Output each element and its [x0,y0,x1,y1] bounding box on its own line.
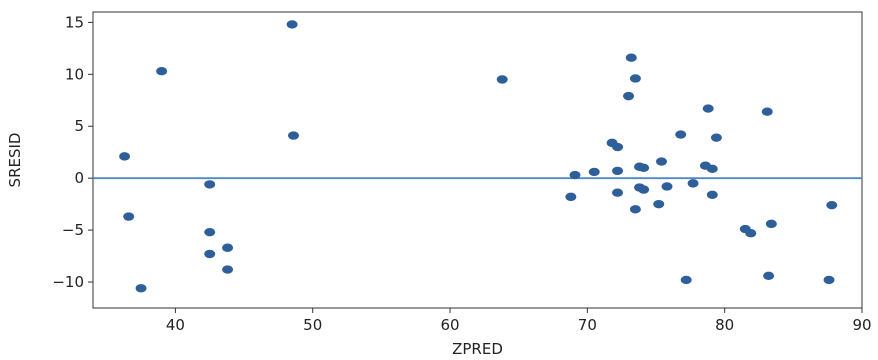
x-tick-label: 70 [578,316,597,334]
data-point [204,227,216,237]
y-axis-label: SRESID [6,133,24,188]
data-points-layer [119,20,838,293]
data-point [745,229,757,238]
data-point [638,163,650,172]
data-point [763,271,775,281]
y-tick-label: −5 [62,221,84,239]
data-point [702,104,714,113]
data-point [204,180,216,189]
y-tick-label: 15 [65,13,84,31]
data-point [680,275,692,285]
data-point [653,199,665,209]
data-point [496,75,508,84]
data-point [638,185,650,194]
data-point [629,74,641,83]
data-point [287,131,299,140]
x-tick-label: 40 [166,316,185,334]
data-point [687,179,699,188]
data-point [286,20,298,29]
data-point [565,192,577,202]
data-point [761,107,773,116]
data-point [675,130,687,139]
y-tick-label: 5 [74,117,84,135]
data-point [569,170,581,180]
data-point [623,91,635,101]
data-point [222,265,234,274]
data-point [710,133,722,142]
x-tick-label: 80 [715,316,734,334]
data-point [612,188,624,197]
data-point [204,249,216,259]
data-point [823,275,835,285]
x-tick-label: 60 [440,316,459,334]
data-point [629,205,641,214]
data-point [826,200,838,210]
data-point [612,166,624,176]
x-tick-label: 90 [852,316,871,334]
data-point [156,67,168,76]
x-axis-label: ZPRED [452,340,503,358]
y-tick-label: 10 [65,65,84,83]
data-point [119,152,131,161]
y-tick-label: 0 [74,169,84,187]
plot-border [92,11,863,309]
x-axis-ticks: 40 50 60 70 80 90 [166,308,872,334]
data-point [706,190,718,199]
data-point [706,164,718,174]
data-point [765,219,777,229]
y-tick-label: −10 [52,273,84,291]
data-point [222,243,234,252]
data-point [612,142,624,152]
data-point [661,182,673,191]
data-point [588,167,600,177]
data-point [135,284,147,293]
data-point [625,53,637,62]
plot-frame [92,11,863,309]
y-axis-ticks: −10 −5 0 5 10 15 [52,13,93,291]
data-point [123,212,135,221]
data-point [656,157,668,166]
x-tick-label: 50 [303,316,322,334]
